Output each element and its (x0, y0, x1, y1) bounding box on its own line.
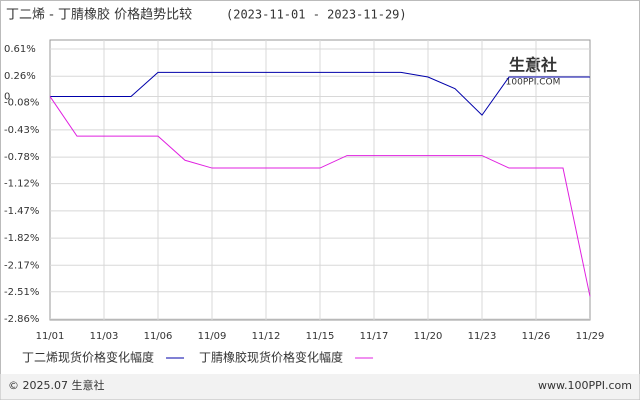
x-tick-label: 11/15 (306, 331, 335, 342)
watermark: 生意社 (509, 56, 557, 75)
x-tick-label: 11/17 (360, 331, 389, 342)
y-tick-label: 0.61% (4, 44, 36, 55)
chart-title: 丁二烯 - 丁腈橡胶 价格趋势比较 (6, 7, 192, 23)
x-tick-label: 11/06 (144, 331, 173, 342)
x-tick-label: 11/09 (198, 331, 227, 342)
footer-left: © 2025.07 生意社 (8, 378, 104, 392)
y-tick-label: -2.17% (4, 260, 39, 271)
footer-bar (0, 374, 640, 400)
x-tick-label: 11/29 (576, 331, 605, 342)
x-tick-label: 11/23 (468, 331, 497, 342)
y-tick-label: -1.12% (4, 179, 39, 190)
x-tick-label: 11/03 (90, 331, 119, 342)
chart-subtitle: (2023-11-01 - 2023-11-29) (226, 8, 407, 22)
y-tick-label: -2.51% (4, 287, 39, 298)
x-tick-label: 11/12 (252, 331, 281, 342)
line-series (49, 96, 591, 297)
legend-label: 丁腈橡胶现货价格变化幅度 (199, 350, 343, 365)
x-tick-label: 11/01 (36, 331, 65, 342)
y-tick-label: -0.08% (4, 98, 39, 109)
watermark-sub: 100PPI.COM (506, 78, 561, 88)
y-tick-label: -0.43% (4, 125, 39, 136)
y-tick-label: -1.47% (4, 206, 39, 217)
y-tick-label: 0 (4, 91, 10, 102)
x-tick-label: 11/20 (414, 331, 443, 342)
footer-right: www.100PPI.com (538, 379, 632, 392)
y-tick-label: 0.26% (4, 71, 36, 82)
line-series (50, 71, 590, 116)
y-tick-label: -1.82% (4, 233, 39, 244)
legend-label: 丁二烯现货价格变化幅度 (22, 350, 154, 365)
y-tick-label: -2.86% (4, 314, 39, 325)
y-tick-label: -0.78% (4, 152, 39, 163)
x-tick-label: 11/26 (522, 331, 551, 342)
